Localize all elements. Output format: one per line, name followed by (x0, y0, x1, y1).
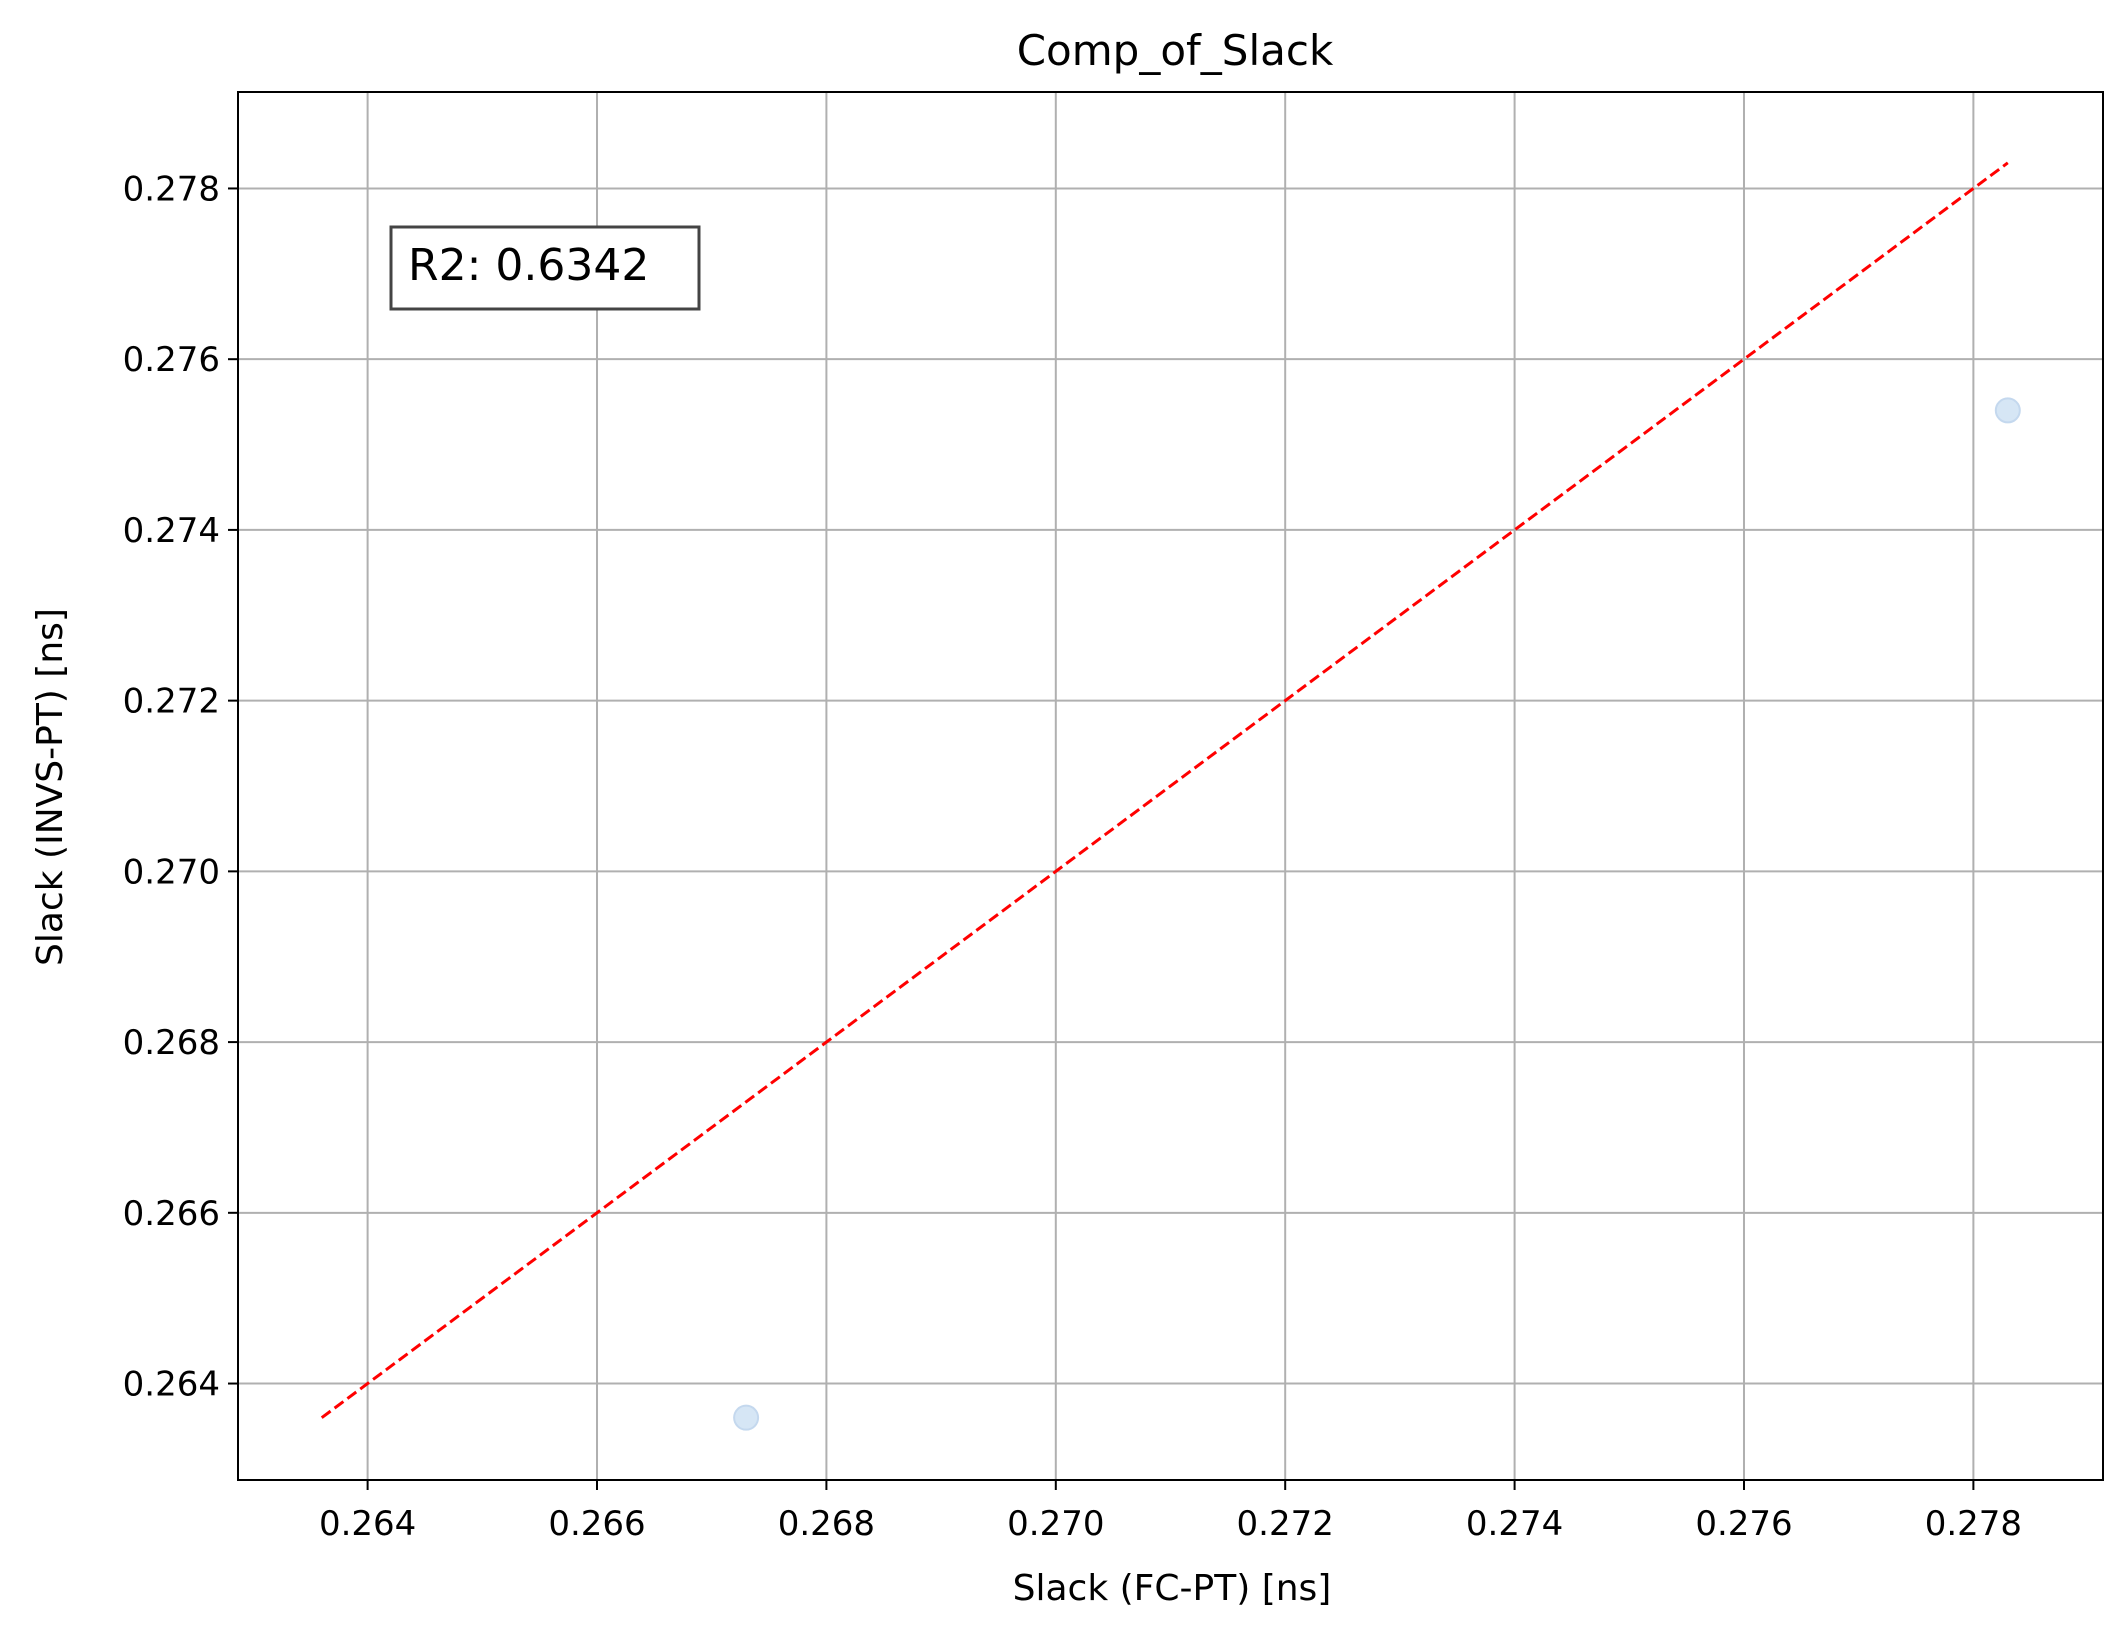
plot-frame (237, 91, 2104, 1481)
y-tick-label: 0.266 (123, 1194, 220, 1234)
x-tick-label: 0.272 (1237, 1504, 1334, 1544)
x-tick-label: 0.268 (778, 1504, 875, 1544)
y-tick-label: 0.264 (123, 1365, 220, 1405)
data-point (733, 1404, 760, 1431)
y-tick-label: 0.272 (123, 682, 220, 722)
reference-line (320, 161, 2009, 1419)
r2-annotation: R2: 0.6342 (389, 225, 701, 311)
annotation-text: R2: 0.6342 (408, 240, 649, 291)
y-axis-label: Slack (INVS-PT) [ns] (30, 608, 71, 966)
annotation-box (389, 225, 701, 311)
chart-title: Comp_of_Slack (1017, 26, 1334, 75)
y-tick-label: 0.268 (123, 1023, 220, 1063)
y-tick-label: 0.276 (123, 340, 220, 380)
x-tick-label: 0.278 (1925, 1504, 2022, 1544)
x-tick-label: 0.276 (1695, 1504, 1792, 1544)
x-tick-label: 0.266 (548, 1504, 645, 1544)
x-tick-label: 0.270 (1007, 1504, 1104, 1544)
data-point (1994, 397, 2021, 424)
y-tick-label: 0.278 (123, 169, 220, 209)
y-axis-ticks: 0.264 0.266 0.268 0.270 0.272 0.274 0.276 0.278 (123, 169, 238, 1405)
x-axis-ticks: 0.264 0.266 0.268 0.270 0.272 0.274 0.276 0.278 (319, 1480, 2022, 1544)
data-points (733, 397, 2021, 1431)
x-tick-label: 0.274 (1466, 1504, 1563, 1544)
grid-lines (238, 92, 2103, 1480)
x-tick-label: 0.264 (319, 1504, 416, 1544)
x-axis-label: Slack (FC-PT) [ns] (1013, 1568, 1332, 1609)
y-tick-label: 0.270 (123, 852, 220, 892)
y-tick-label: 0.274 (123, 511, 220, 551)
